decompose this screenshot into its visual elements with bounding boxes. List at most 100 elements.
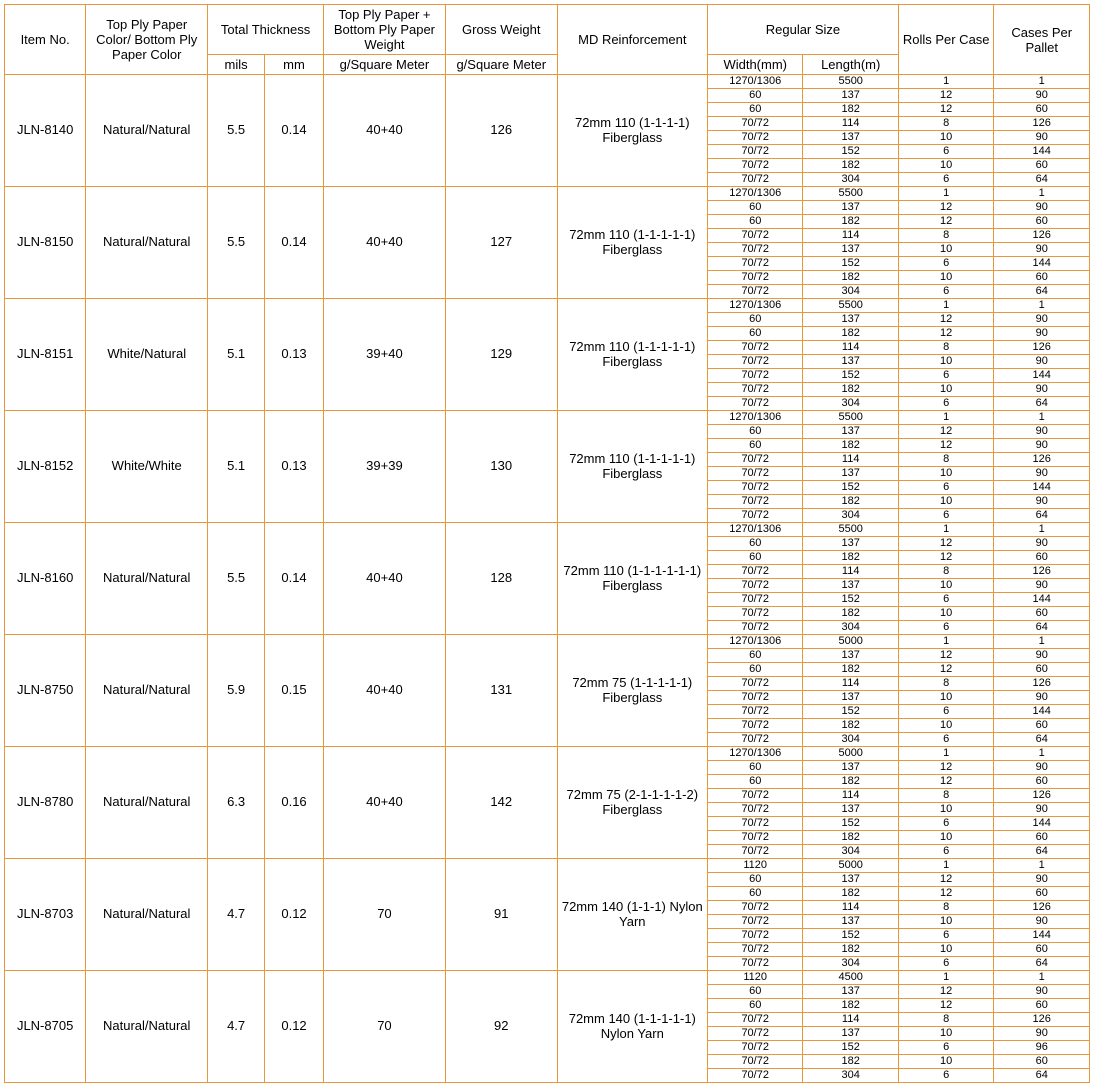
cell-length: 137 [803,1027,898,1041]
cell-rolls: 10 [898,495,993,509]
cell-width: 70/72 [707,943,802,957]
cell-length: 137 [803,803,898,817]
cell-length: 152 [803,593,898,607]
cell-rolls: 12 [898,537,993,551]
cell-cases: 60 [994,551,1090,565]
cell-length: 304 [803,621,898,635]
cell-mm: 0.12 [265,859,324,971]
cell-rolls: 6 [898,173,993,187]
cell-rolls: 6 [898,145,993,159]
cell-rolls: 6 [898,257,993,271]
cell-width: 70/72 [707,117,802,131]
cell-cases: 64 [994,845,1090,859]
col-plyweight: Top Ply Paper + Bottom Ply Paper Weight [323,5,445,55]
cell-length: 4500 [803,971,898,985]
cell-item: JLN-8705 [5,971,86,1083]
cell-cases: 64 [994,397,1090,411]
cell-rolls: 1 [898,411,993,425]
cell-cases: 90 [994,425,1090,439]
cell-width: 60 [707,425,802,439]
cell-length: 137 [803,985,898,999]
cell-length: 137 [803,761,898,775]
table-header: Item No. Top Ply Paper Color/ Bottom Ply… [5,5,1090,75]
cell-length: 5000 [803,747,898,761]
cell-rolls: 8 [898,117,993,131]
cell-width: 60 [707,663,802,677]
cell-cases: 60 [994,719,1090,733]
cell-color: Natural/Natural [86,747,208,859]
cell-width: 60 [707,313,802,327]
col-color: Top Ply Paper Color/ Bottom Ply Paper Co… [86,5,208,75]
cell-width: 70/72 [707,803,802,817]
cell-rolls: 1 [898,299,993,313]
cell-mm: 0.14 [265,523,324,635]
cell-cases: 60 [994,103,1090,117]
cell-rolls: 8 [898,341,993,355]
cell-width: 70/72 [707,607,802,621]
cell-cases: 144 [994,145,1090,159]
cell-width: 60 [707,649,802,663]
cell-plyw: 40+40 [323,75,445,187]
table-row: JLN-8780Natural/Natural6.30.1640+4014272… [5,747,1090,761]
cell-mm: 0.16 [265,747,324,859]
cell-color: White/Natural [86,299,208,411]
cell-rolls: 10 [898,915,993,929]
cell-cases: 126 [994,565,1090,579]
cell-length: 304 [803,173,898,187]
cell-cases: 144 [994,705,1090,719]
cell-cases: 1 [994,75,1090,89]
cell-length: 152 [803,817,898,831]
cell-cases: 126 [994,677,1090,691]
cell-rolls: 10 [898,831,993,845]
cell-length: 137 [803,131,898,145]
cell-gross: 128 [445,523,557,635]
cell-cases: 126 [994,453,1090,467]
cell-cases: 126 [994,229,1090,243]
cell-width: 70/72 [707,285,802,299]
cell-length: 182 [803,887,898,901]
cell-rolls: 12 [898,999,993,1013]
cell-rolls: 10 [898,383,993,397]
cell-width: 60 [707,551,802,565]
cell-length: 114 [803,565,898,579]
cell-length: 182 [803,271,898,285]
cell-md: 72mm 140 (1-1-1-1-1) Nylon Yarn [557,971,707,1083]
cell-width: 60 [707,775,802,789]
cell-cases: 60 [994,887,1090,901]
cell-length: 182 [803,831,898,845]
cell-width: 60 [707,327,802,341]
cell-rolls: 12 [898,103,993,117]
cell-rolls: 12 [898,551,993,565]
cell-rolls: 6 [898,481,993,495]
cell-rolls: 10 [898,243,993,257]
cell-length: 152 [803,705,898,719]
cell-width: 60 [707,985,802,999]
col-length: Length(m) [803,55,898,75]
cell-width: 60 [707,887,802,901]
cell-width: 70/72 [707,901,802,915]
cell-width: 1120 [707,859,802,873]
cell-width: 70/72 [707,1027,802,1041]
cell-rolls: 6 [898,369,993,383]
cell-width: 60 [707,439,802,453]
cell-cases: 126 [994,901,1090,915]
cell-cases: 60 [994,831,1090,845]
cell-rolls: 1 [898,75,993,89]
cell-rolls: 6 [898,285,993,299]
cell-plyw: 40+40 [323,635,445,747]
cell-rolls: 1 [898,187,993,201]
cell-mils: 5.5 [208,523,265,635]
cell-rolls: 8 [898,901,993,915]
cell-rolls: 8 [898,1013,993,1027]
cell-mils: 4.7 [208,971,265,1083]
cell-rolls: 8 [898,677,993,691]
cell-length: 5500 [803,75,898,89]
cell-width: 70/72 [707,1055,802,1069]
col-gsm1: g/Square Meter [323,55,445,75]
cell-length: 137 [803,537,898,551]
cell-cases: 90 [994,537,1090,551]
cell-rolls: 10 [898,1055,993,1069]
cell-cases: 64 [994,1069,1090,1083]
cell-cases: 1 [994,971,1090,985]
cell-length: 114 [803,1013,898,1027]
